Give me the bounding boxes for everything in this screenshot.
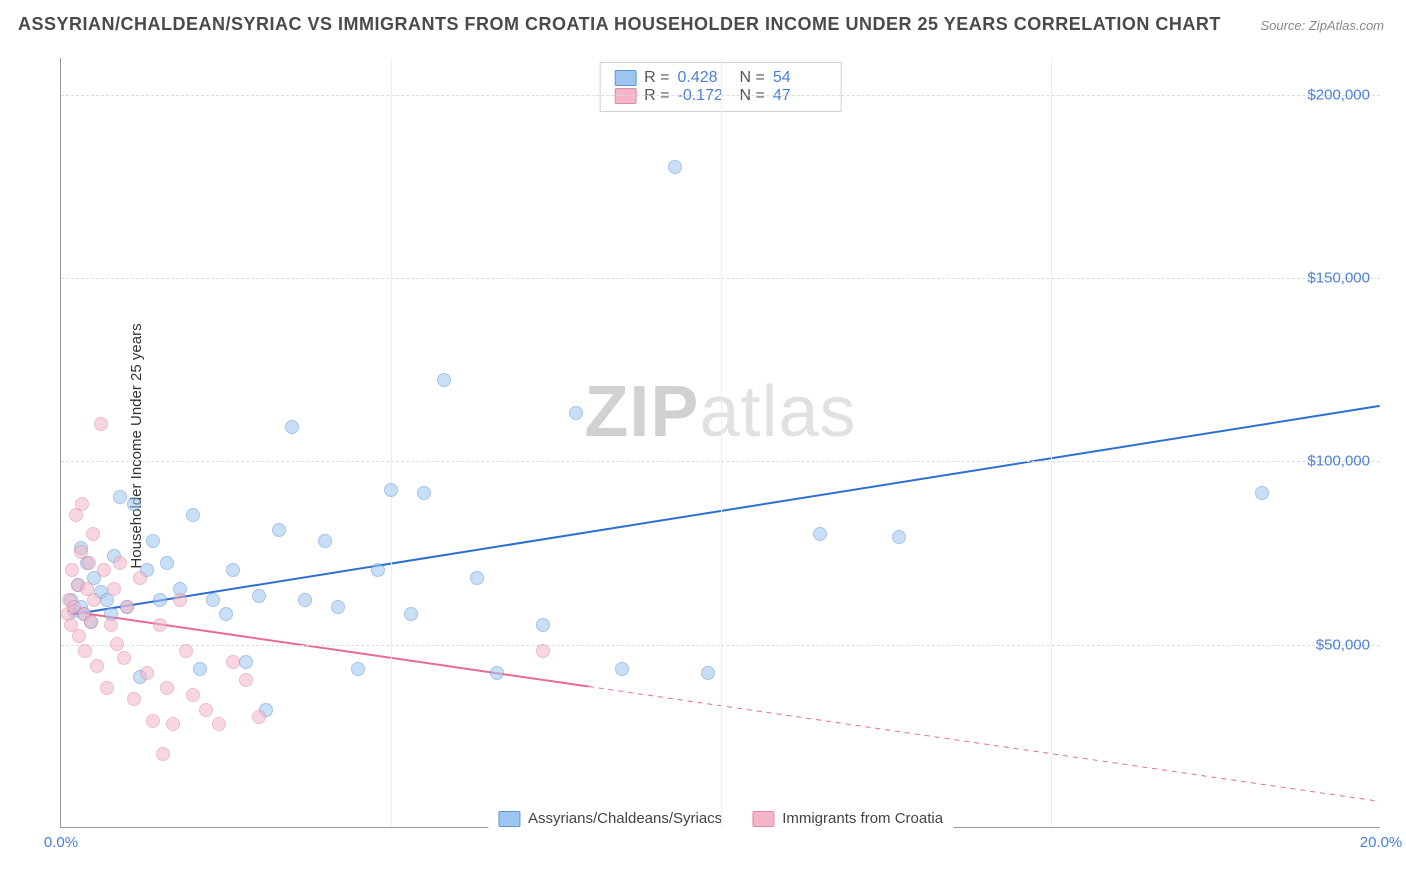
data-point-assyrian <box>1255 486 1269 500</box>
r-label-1: R = <box>644 69 669 87</box>
data-point-croatia <box>153 618 167 632</box>
data-point-assyrian <box>417 486 431 500</box>
data-point-croatia <box>166 717 180 731</box>
data-point-croatia <box>536 644 550 658</box>
data-point-assyrian <box>272 523 286 537</box>
data-point-croatia <box>84 615 98 629</box>
n-label-1: N = <box>740 69 765 87</box>
data-point-croatia <box>179 644 193 658</box>
plot-area: ZIPatlas R = 0.428 N = 54 R = -0.172 N =… <box>60 58 1380 828</box>
data-point-croatia <box>140 666 154 680</box>
x-tick-label: 20.0% <box>1360 834 1403 851</box>
watermark-bold: ZIP <box>584 372 699 452</box>
data-point-assyrian <box>252 589 266 603</box>
data-point-croatia <box>186 688 200 702</box>
n-value-1: 54 <box>773 69 827 87</box>
x-tick-label: 0.0% <box>44 834 78 851</box>
data-point-croatia <box>113 556 127 570</box>
data-point-assyrian <box>153 593 167 607</box>
data-point-croatia <box>133 571 147 585</box>
data-point-croatia <box>120 600 134 614</box>
data-point-assyrian <box>239 655 253 669</box>
data-point-assyrian <box>186 508 200 522</box>
data-point-assyrian <box>615 662 629 676</box>
data-point-assyrian <box>127 497 141 511</box>
r-value-2: -0.172 <box>678 87 732 105</box>
watermark-rest: atlas <box>699 372 856 452</box>
data-point-assyrian <box>404 607 418 621</box>
data-point-croatia <box>86 527 100 541</box>
grid-line-v <box>391 58 392 827</box>
data-point-assyrian <box>668 160 682 174</box>
data-point-assyrian <box>490 666 504 680</box>
data-point-croatia <box>107 582 121 596</box>
data-point-croatia <box>110 637 124 651</box>
grid-line-v <box>1051 58 1052 827</box>
data-point-croatia <box>160 681 174 695</box>
legend-swatch-1 <box>498 811 520 827</box>
data-point-assyrian <box>437 373 451 387</box>
data-point-croatia <box>87 593 101 607</box>
data-point-croatia <box>97 563 111 577</box>
data-point-assyrian <box>892 530 906 544</box>
data-point-croatia <box>104 618 118 632</box>
swatch-series-1 <box>614 70 636 86</box>
data-point-assyrian <box>113 490 127 504</box>
n-value-2: 47 <box>773 87 827 105</box>
data-point-assyrian <box>351 662 365 676</box>
data-point-assyrian <box>219 607 233 621</box>
r-value-1: 0.428 <box>678 69 732 87</box>
data-point-croatia <box>156 747 170 761</box>
data-point-croatia <box>239 673 253 687</box>
data-point-assyrian <box>569 406 583 420</box>
data-point-assyrian <box>298 593 312 607</box>
data-point-croatia <box>199 703 213 717</box>
chart-title: ASSYRIAN/CHALDEAN/SYRIAC VS IMMIGRANTS F… <box>18 14 1221 35</box>
data-point-assyrian <box>226 563 240 577</box>
legend-label-1: Assyrians/Chaldeans/Syriacs <box>528 810 722 827</box>
data-point-assyrian <box>371 563 385 577</box>
data-point-assyrian <box>193 662 207 676</box>
data-point-croatia <box>100 681 114 695</box>
legend-item-2: Immigrants from Croatia <box>752 810 943 827</box>
y-tick-label: $200,000 <box>1307 86 1370 103</box>
data-point-assyrian <box>331 600 345 614</box>
data-point-croatia <box>252 710 266 724</box>
data-point-croatia <box>226 655 240 669</box>
data-point-croatia <box>65 563 79 577</box>
data-point-assyrian <box>285 420 299 434</box>
y-tick-label: $50,000 <box>1316 636 1370 653</box>
r-label-2: R = <box>644 87 669 105</box>
data-point-croatia <box>212 717 226 731</box>
legend-swatch-2 <box>752 811 774 827</box>
data-point-assyrian <box>813 527 827 541</box>
data-point-croatia <box>94 417 108 431</box>
data-point-assyrian <box>318 534 332 548</box>
data-point-assyrian <box>160 556 174 570</box>
data-point-croatia <box>127 692 141 706</box>
data-point-assyrian <box>206 593 220 607</box>
y-tick-label: $100,000 <box>1307 453 1370 470</box>
data-point-croatia <box>90 659 104 673</box>
data-point-croatia <box>78 644 92 658</box>
data-point-croatia <box>75 497 89 511</box>
data-point-assyrian <box>146 534 160 548</box>
chart-container: ASSYRIAN/CHALDEAN/SYRIAC VS IMMIGRANTS F… <box>0 0 1406 892</box>
source-attribution: Source: ZipAtlas.com <box>1260 18 1384 33</box>
data-point-croatia <box>117 651 131 665</box>
data-point-croatia <box>146 714 160 728</box>
data-point-assyrian <box>701 666 715 680</box>
y-tick-label: $150,000 <box>1307 270 1370 287</box>
n-label-2: N = <box>740 87 765 105</box>
data-point-croatia <box>72 629 86 643</box>
data-point-croatia <box>82 556 96 570</box>
grid-line-v <box>721 58 722 827</box>
data-point-croatia <box>173 593 187 607</box>
legend-item-1: Assyrians/Chaldeans/Syriacs <box>498 810 722 827</box>
legend-label-2: Immigrants from Croatia <box>782 810 943 827</box>
data-point-assyrian <box>384 483 398 497</box>
swatch-series-2 <box>614 88 636 104</box>
data-point-assyrian <box>536 618 550 632</box>
data-point-assyrian <box>470 571 484 585</box>
